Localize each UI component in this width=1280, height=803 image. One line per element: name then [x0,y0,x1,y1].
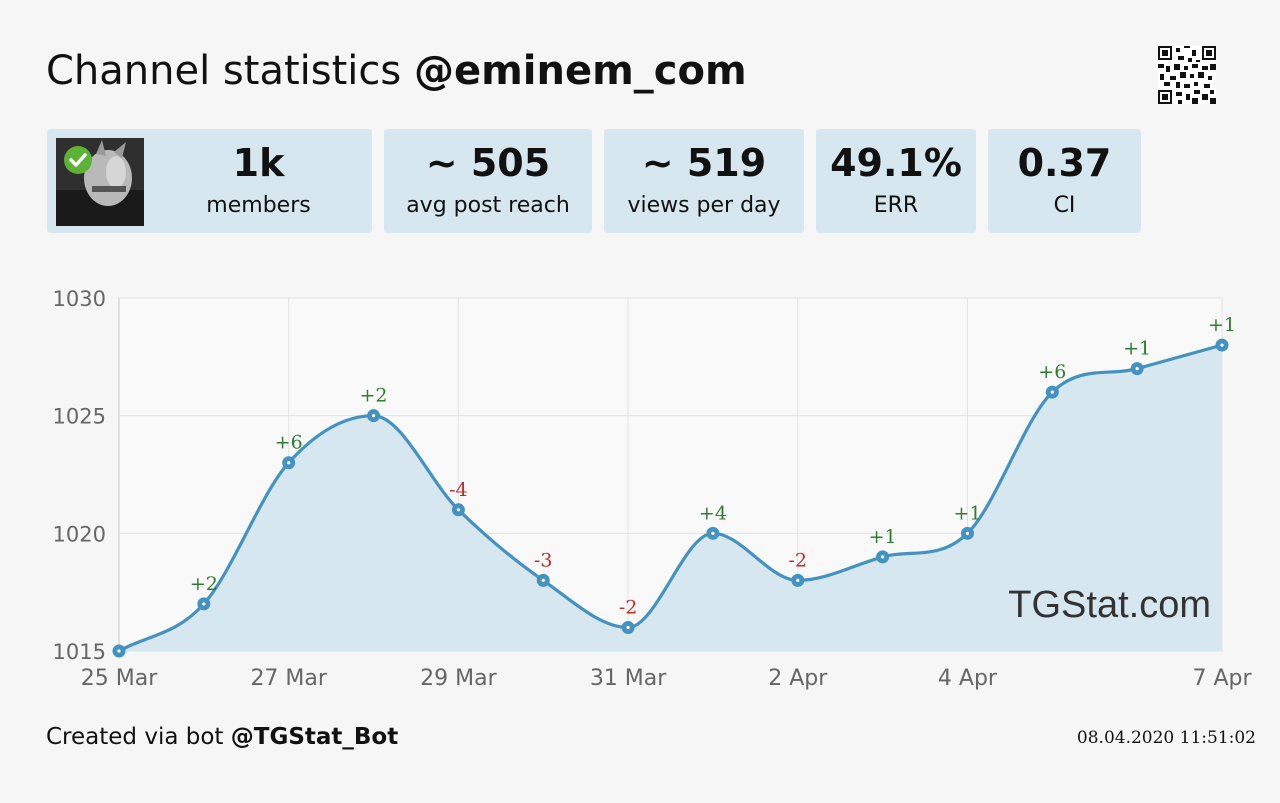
data-point-center [117,649,121,653]
x-tick-label: 25 Mar [81,666,158,691]
data-label: +1 [1208,314,1236,336]
err-value: 49.1% [830,141,962,185]
views-per-day-value: ~ 519 [641,141,767,185]
data-point-center [796,578,800,583]
verified-check-icon [64,146,92,174]
data-label: -2 [789,549,808,571]
data-label: +1 [869,526,897,548]
y-tick-label: 1030 [53,287,106,311]
data-point-center [287,461,291,465]
data-label: +1 [953,502,981,524]
data-label: +2 [360,385,388,407]
x-tick-label: 29 Mar [420,666,497,691]
qr-code-icon [1158,46,1216,104]
x-tick-label: 4 Apr [938,666,998,691]
avg-post-reach-value: ~ 505 [425,141,551,185]
err-label: ERR [873,193,919,218]
footer-credit: Created via bot @TGStat_Bot [46,724,398,750]
members-value: 1k [232,141,285,185]
data-point-center [541,578,545,583]
data-label: -4 [449,479,468,501]
data-point-center [881,555,885,559]
members-chart: 1015 1020 1025 1030 25 Mar 27 Mar 29 Mar 31 Mar… [53,287,1253,691]
stat-card-views-per-day: ~ 519 views per day [604,129,804,233]
stat-card-avg-post-reach: ~ 505 avg post reach [384,129,592,233]
axes: 1015 1020 1025 1030 25 Mar 27 Mar 29 Mar 31 Mar… [53,287,1253,691]
data-point-center [711,531,715,535]
data-points [112,338,1229,658]
data-point-center [1135,367,1139,371]
y-tick-label: 1025 [53,405,106,429]
data-label: +6 [1038,361,1066,383]
ci-value: 0.37 [1017,141,1112,185]
stat-card-members: 1k members [47,129,372,233]
x-tick-label: 27 Mar [250,666,327,691]
data-label: -3 [534,549,553,571]
page-title: Channel statistics @eminem_com [46,48,747,94]
x-tick-label: 31 Mar [590,666,667,691]
data-label: -2 [619,596,638,618]
channel-handle: @eminem_com [413,48,747,94]
footer-prefix: Created via bot [46,724,224,750]
data-label: +6 [275,432,303,454]
data-label: +4 [699,502,727,524]
avatar [56,138,144,226]
data-point-center [1220,343,1224,347]
y-tick-label: 1015 [53,640,106,664]
data-point-center [1050,390,1054,394]
data-point-center [456,508,460,512]
title-text: Channel statistics [46,48,402,94]
data-label: +2 [190,573,218,595]
stat-card-err: 49.1% ERR [816,129,976,233]
stat-card-ci: 0.37 CI [988,129,1141,233]
avg-post-reach-label: avg post reach [406,193,570,218]
timestamp: 08.04.2020 11:51:02 [1076,728,1256,748]
data-label: +1 [1123,338,1151,360]
views-per-day-label: views per day [627,193,781,218]
data-labels: +2 +6 +2 -4 -3 -2 +4 -2 +1 +1 +6 +1 +1 [190,314,1236,618]
data-point-center [371,414,376,418]
x-tick-label: 2 Apr [768,666,828,691]
data-point-center [202,602,206,606]
bot-link[interactable]: @TGStat_Bot [230,724,399,750]
watermark: TGStat.com [1008,584,1211,626]
members-label: members [206,193,311,218]
area-fill [119,345,1222,651]
data-point-center [965,531,970,535]
x-tick-label: 7 Apr [1192,666,1252,691]
data-point-center [626,625,630,630]
ci-label: CI [1053,193,1076,218]
y-tick-label: 1020 [53,522,106,546]
